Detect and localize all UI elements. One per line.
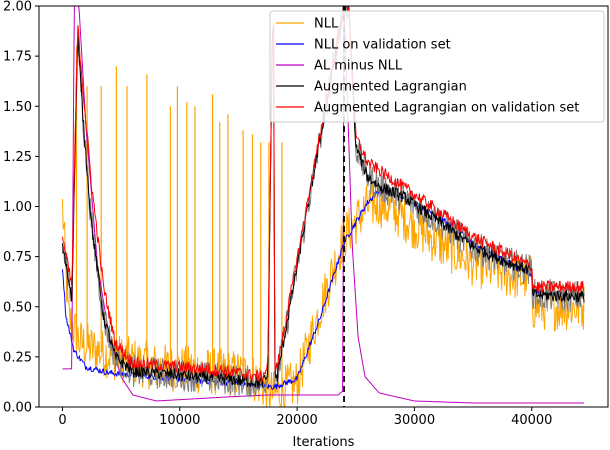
legend-entry-label: Augmented Lagrangian bbox=[314, 80, 467, 95]
legend-entry-label: AL minus NLL bbox=[314, 59, 403, 74]
legend-entry-label: NLL bbox=[314, 17, 339, 32]
x-tick-label: 20000 bbox=[276, 413, 317, 428]
x-axis-label: Iterations bbox=[293, 435, 355, 450]
legend-entry-label: Augmented Lagrangian on validation set bbox=[314, 101, 579, 116]
y-axis: 0.00 0.25 0.50 0.75 1.00 1.25 1.50 1.75 2.00 bbox=[3, 0, 39, 416]
series-3 bbox=[62, 6, 585, 404]
y-tick-label: 0.25 bbox=[3, 350, 32, 365]
series-4-line bbox=[62, 6, 585, 388]
x-tick-label: 10000 bbox=[159, 413, 200, 428]
legend: NLL NLL on validation set AL minus NLL Augm… bbox=[269, 10, 605, 123]
legend-entry-label: NLL on validation set bbox=[314, 38, 451, 53]
y-tick-label: 1.75 bbox=[3, 50, 32, 65]
legend-box bbox=[269, 10, 605, 123]
y-tick-label: 0.75 bbox=[3, 250, 32, 265]
series-layer bbox=[62, 6, 585, 407]
y-tick-label: 2.00 bbox=[3, 0, 32, 15]
series-3-line bbox=[62, 6, 585, 404]
x-axis: 0 10000 20000 30000 40000 bbox=[58, 407, 552, 428]
x-tick-label: 30000 bbox=[394, 413, 435, 428]
x-tick-label: 0 bbox=[58, 413, 66, 428]
y-tick-label: 1.50 bbox=[3, 100, 32, 115]
x-tick-label: 40000 bbox=[511, 413, 552, 428]
y-tick-label: 1.00 bbox=[3, 200, 32, 215]
y-tick-label: 1.25 bbox=[3, 150, 32, 165]
y-tick-label: 0.50 bbox=[3, 300, 32, 315]
y-tick-label: 0.00 bbox=[3, 401, 32, 416]
